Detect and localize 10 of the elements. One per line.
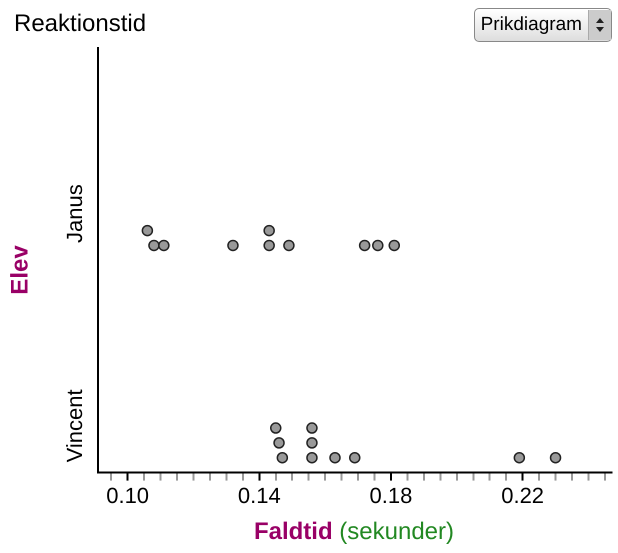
- y-axis-title: Elev: [7, 245, 35, 295]
- x-tick-label: 0.18: [370, 482, 412, 508]
- y-tick-label: Janus: [62, 184, 88, 243]
- y-tick-label: Vincent: [62, 389, 88, 462]
- x-tick-label: 0.22: [501, 482, 544, 508]
- x-axis-title: Faldtid (sekunder): [254, 518, 454, 545]
- x-tick-label: 0.10: [106, 482, 150, 508]
- chart-title: Reaktionstid: [14, 10, 146, 38]
- x-tick-label: 0.14: [238, 482, 281, 508]
- text: Prikdiagram: [480, 14, 583, 36]
